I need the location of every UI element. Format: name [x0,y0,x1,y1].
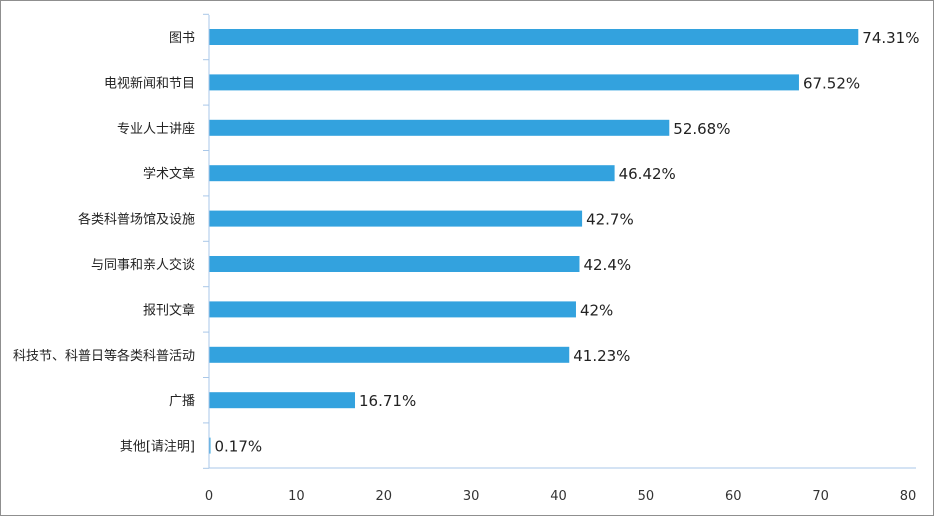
value-labels: 74.31% 67.52% 52.68% 46.42% 42.7% 42.4% 42% 41.… [214,29,919,456]
value-label: 16.71% [359,392,416,410]
category-label: 图书 [169,31,195,46]
x-tick-label: 10 [288,489,305,504]
value-label: 41.23% [573,347,630,365]
x-tick-label: 70 [812,489,829,504]
x-tick-label: 40 [550,489,567,504]
value-label: 42.4% [583,256,631,274]
value-label: 46.42% [619,165,676,183]
bar-4 [209,210,583,227]
category-labels: 图书电视新闻和节目专业人士讲座学术文章各类科普场馆及设施与同事和亲人交谈报刊文章… [13,31,195,455]
value-label: 42% [580,301,613,319]
category-label: 专业人士讲座 [117,122,195,137]
bars-layer [209,29,859,454]
x-tick-label: 20 [375,489,392,504]
bar-7 [209,346,570,363]
bar-3 [209,165,615,182]
value-label: 74.31% [862,29,919,47]
category-label: 其他[请注明] [120,440,195,455]
bar-5 [209,256,580,272]
value-label: 67.52% [803,74,860,92]
bar-1 [209,74,799,91]
category-label: 科技节、科普日等各类科普活动 [13,348,195,364]
value-label: 52.68% [673,120,730,138]
category-label: 广播 [169,394,195,409]
x-tick-label: 80 [900,489,917,504]
x-tick-label: 0 [205,489,213,504]
category-label: 各类科普场馆及设施 [78,212,195,228]
x-tick-label: 50 [638,489,655,504]
x-tick-label: 60 [725,489,742,504]
category-label: 与同事和亲人交谈 [91,257,195,273]
category-label: 报刊文章 [143,302,195,318]
x-tick-label: 30 [463,489,480,504]
axes: 0 10 20 30 40 50 60 70 80 [203,13,917,504]
bar-9 [209,437,211,454]
bar-2 [209,119,670,136]
bar-6 [209,301,576,318]
bar-0 [209,29,859,45]
category-label: 学术文章 [143,166,195,182]
value-label: 42.7% [586,211,634,229]
bar-8 [209,392,356,409]
value-label: 0.17% [214,438,262,456]
category-label: 电视新闻和节目 [104,75,195,91]
